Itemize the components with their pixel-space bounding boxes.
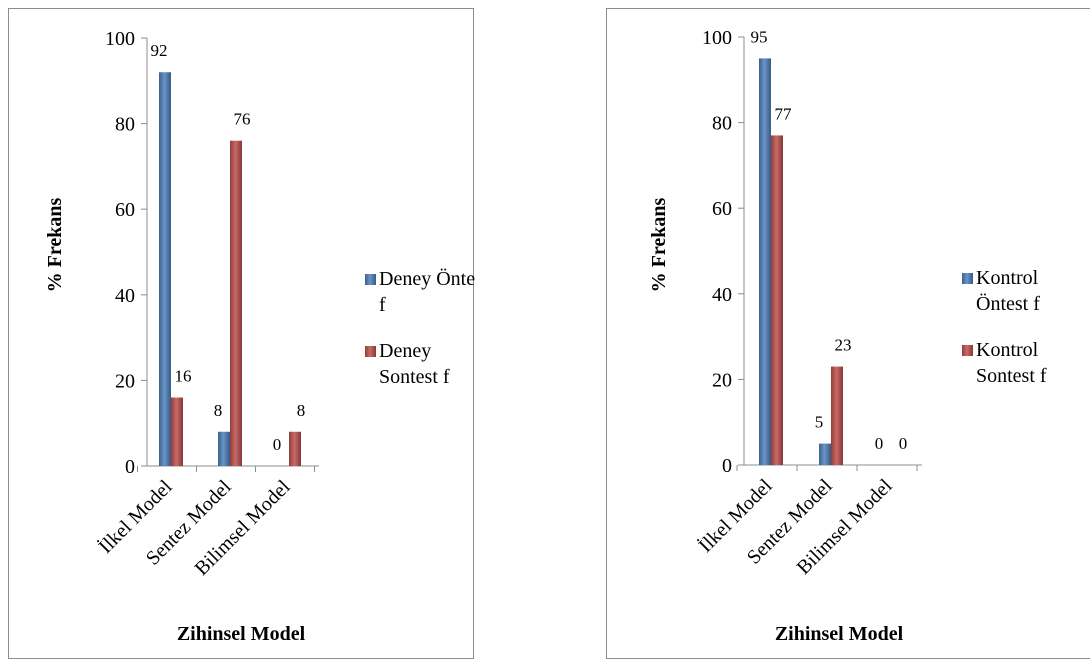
legend-label-line: Deney <box>379 340 431 362</box>
legend-swatch <box>962 273 973 284</box>
y-tick-label: 20 <box>712 369 732 391</box>
chart-panel-left: 0 20 40 60 80 100 92 16 İlkel Model 8 76 Sentez Mod… <box>8 8 475 659</box>
data-label: 95 <box>751 27 768 46</box>
legend-label-line: Sontest f <box>379 366 450 388</box>
legend-label-line: Kontrol <box>976 339 1039 361</box>
bar-posttest <box>771 135 783 465</box>
data-label: 16 <box>175 367 192 386</box>
bar-pretest <box>159 72 171 467</box>
y-tick-label: 0 <box>722 455 732 477</box>
data-label: 92 <box>151 41 168 60</box>
data-label: 77 <box>775 104 793 123</box>
data-label: 0 <box>273 435 282 454</box>
y-tick-label: 80 <box>115 114 135 136</box>
y-tick-label: 20 <box>115 370 135 392</box>
y-axis-title: % Frekans <box>44 197 66 292</box>
legend-label: Kontrol Sontest f <box>976 339 1047 387</box>
data-label: 0 <box>875 434 884 453</box>
y-axis-title: % Frekans <box>648 197 670 292</box>
chart-panel-right: 0 20 40 60 80 100 95 77 İlkel Model 5 23 Sentez Mod… <box>606 8 1090 659</box>
y-tick-label: 40 <box>115 285 135 307</box>
legend-swatch <box>365 346 376 357</box>
y-tick-label: 100 <box>105 28 135 50</box>
legend-label: Deney Sontest f <box>379 340 450 388</box>
x-axis-title: Zihinsel Model <box>775 623 904 645</box>
bar-pretest <box>819 443 831 465</box>
legend-label-line: Öntest f <box>976 292 1040 315</box>
bar-posttest <box>289 431 301 466</box>
y-tick-label: 40 <box>712 284 732 306</box>
y-tick-label: 60 <box>115 199 135 221</box>
data-label: 8 <box>214 401 223 420</box>
bar-pretest <box>759 58 771 466</box>
x-axis-title: Zihinsel Model <box>177 623 306 645</box>
legend-label-line: Kontrol <box>976 267 1039 289</box>
bar-posttest <box>831 366 843 465</box>
y-tick-label: 60 <box>712 198 732 220</box>
bar-posttest <box>230 140 242 466</box>
legend-label: Kontrol Öntest f <box>976 267 1040 315</box>
legend-label-line: Deney Öntest <box>379 267 475 290</box>
data-label: 23 <box>835 336 852 355</box>
legend-label-line: Sontest f <box>976 365 1047 387</box>
data-label: 8 <box>297 401 306 420</box>
y-tick-label: 0 <box>125 456 135 478</box>
bar-posttest <box>171 397 183 466</box>
bar-pretest <box>218 431 230 466</box>
data-label: 76 <box>234 110 251 129</box>
legend-swatch <box>365 274 376 285</box>
legend-label: Deney Öntest f <box>379 267 475 316</box>
y-tick-label: 80 <box>712 113 732 135</box>
legend-swatch <box>962 345 973 356</box>
legend-label-line: f <box>379 294 386 316</box>
data-label: 5 <box>815 413 824 432</box>
y-tick-label: 100 <box>702 27 732 49</box>
data-label: 0 <box>899 434 908 453</box>
